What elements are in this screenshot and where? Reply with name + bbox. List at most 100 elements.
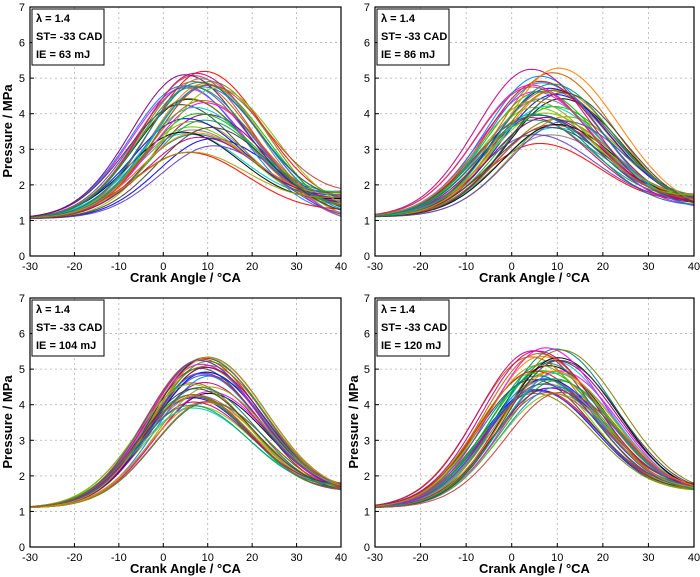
series-line — [30, 366, 341, 508]
x-tick-label: -20 — [413, 261, 429, 273]
y-tick-label: 7 — [364, 293, 370, 305]
series-line — [375, 92, 694, 218]
chart-panel-top-left: -30 -20 -10 0 10 20 30 40 0 1 2 3 4 5 6 7 Crank Angle / … — [0, 2, 347, 285]
annotation-line: ST= -33 CAD — [36, 322, 102, 334]
series-line — [375, 68, 694, 215]
y-tick-label: 6 — [364, 329, 370, 341]
series-line — [30, 87, 341, 219]
annotation-line: ST= -33 CAD — [381, 322, 447, 334]
plot-frame — [374, 6, 695, 257]
y-tick-label: 1 — [19, 215, 25, 227]
chart-panel-top-right: -30 -20 -10 0 10 20 30 40 0 1 2 3 4 5 6 7 Crank Angle / … — [364, 2, 700, 285]
series-line — [30, 371, 341, 508]
y-tick-label: 0 — [19, 542, 25, 554]
annotation-line: λ = 1.4 — [36, 304, 71, 316]
annotation-line: λ = 1.4 — [381, 13, 416, 25]
series-group — [30, 356, 341, 509]
x-tick-label: 30 — [642, 552, 654, 564]
annotation-line: λ = 1.4 — [36, 13, 71, 25]
series-line — [375, 375, 694, 507]
x-tick-label: 30 — [290, 552, 302, 564]
y-axis-label: Pressure / MPa — [0, 375, 15, 469]
annotation-box — [376, 8, 450, 66]
y-tick-label: 2 — [19, 180, 25, 192]
series-line — [375, 91, 694, 217]
series-line — [30, 83, 341, 219]
plot-frame — [29, 6, 342, 257]
series-line — [30, 363, 341, 508]
x-tick-label: 40 — [688, 261, 700, 273]
y-tick-label: 6 — [19, 329, 25, 341]
series-line — [30, 373, 341, 508]
series-line — [375, 114, 694, 217]
x-axis-label: Crank Angle / °CA — [479, 270, 591, 285]
x-axis-label: Crank Angle / °CA — [479, 561, 591, 576]
chart-panel-bottom-left: -30 -20 -10 0 10 20 30 40 0 1 2 3 4 5 6 7 Crank Angle / … — [0, 293, 347, 576]
y-tick-label: 3 — [19, 435, 25, 447]
series-line — [30, 388, 341, 508]
series-line — [375, 383, 694, 508]
x-tick-label: -30 — [22, 552, 38, 564]
x-tick-label: 0 — [509, 552, 515, 564]
x-tick-label: -20 — [66, 552, 82, 564]
y-tick-label: 3 — [364, 144, 370, 156]
series-line — [30, 383, 341, 508]
y-tick-label: 0 — [364, 251, 370, 263]
y-axis-label: Pressure / MPa — [346, 375, 361, 469]
x-axis-label: Crank Angle / °CA — [130, 561, 242, 576]
y-tick-label: 2 — [19, 471, 25, 483]
annotation-line: IE = 86 mJ — [381, 49, 435, 61]
y-tick-label: 2 — [364, 180, 370, 192]
y-tick-label: 5 — [364, 73, 370, 85]
series-line — [375, 84, 694, 216]
y-tick-label: 0 — [364, 542, 370, 554]
annotation-box — [31, 8, 105, 66]
series-line — [30, 401, 341, 508]
y-tick-label: 0 — [19, 251, 25, 263]
y-tick-label: 4 — [364, 109, 370, 121]
series-line — [375, 67, 694, 217]
x-tick-label: 40 — [335, 261, 347, 273]
series-line — [30, 357, 341, 508]
x-tick-label: -30 — [367, 552, 383, 564]
series-line — [375, 353, 694, 507]
x-tick-label: -10 — [111, 552, 127, 564]
series-line — [375, 120, 694, 218]
y-tick-label: 1 — [364, 215, 370, 227]
y-tick-label: 4 — [19, 400, 25, 412]
plot-frame — [29, 297, 342, 548]
x-tick-label: -30 — [22, 261, 38, 273]
series-line — [375, 86, 694, 216]
x-tick-label: 10 — [202, 261, 214, 273]
plot-frame — [374, 297, 695, 548]
annotation-line: IE = 63 mJ — [36, 49, 90, 61]
y-tick-label: 5 — [19, 73, 25, 85]
series-line — [30, 84, 341, 219]
y-tick-label: 3 — [19, 144, 25, 156]
series-group — [30, 70, 341, 220]
series-line — [30, 386, 341, 508]
annotation-line: λ = 1.4 — [381, 304, 416, 316]
series-group — [375, 347, 694, 509]
series-line — [375, 83, 694, 217]
annotation-line: IE = 120 mJ — [381, 340, 441, 352]
series-line — [30, 145, 341, 220]
series-line — [375, 350, 694, 507]
series-line — [375, 383, 694, 508]
series-line — [375, 370, 694, 508]
y-tick-label: 2 — [364, 471, 370, 483]
y-tick-label: 1 — [19, 506, 25, 518]
series-line — [30, 364, 341, 508]
x-tick-label: 10 — [551, 261, 563, 273]
series-line — [30, 81, 341, 219]
y-tick-label: 7 — [364, 2, 370, 14]
series-line — [30, 382, 341, 508]
series-group — [375, 67, 694, 218]
series-line — [375, 370, 694, 508]
series-line — [30, 386, 341, 508]
annotation-box — [376, 299, 450, 357]
x-tick-label: 40 — [335, 552, 347, 564]
x-tick-label: -10 — [458, 261, 474, 273]
y-tick-label: 4 — [19, 109, 25, 121]
